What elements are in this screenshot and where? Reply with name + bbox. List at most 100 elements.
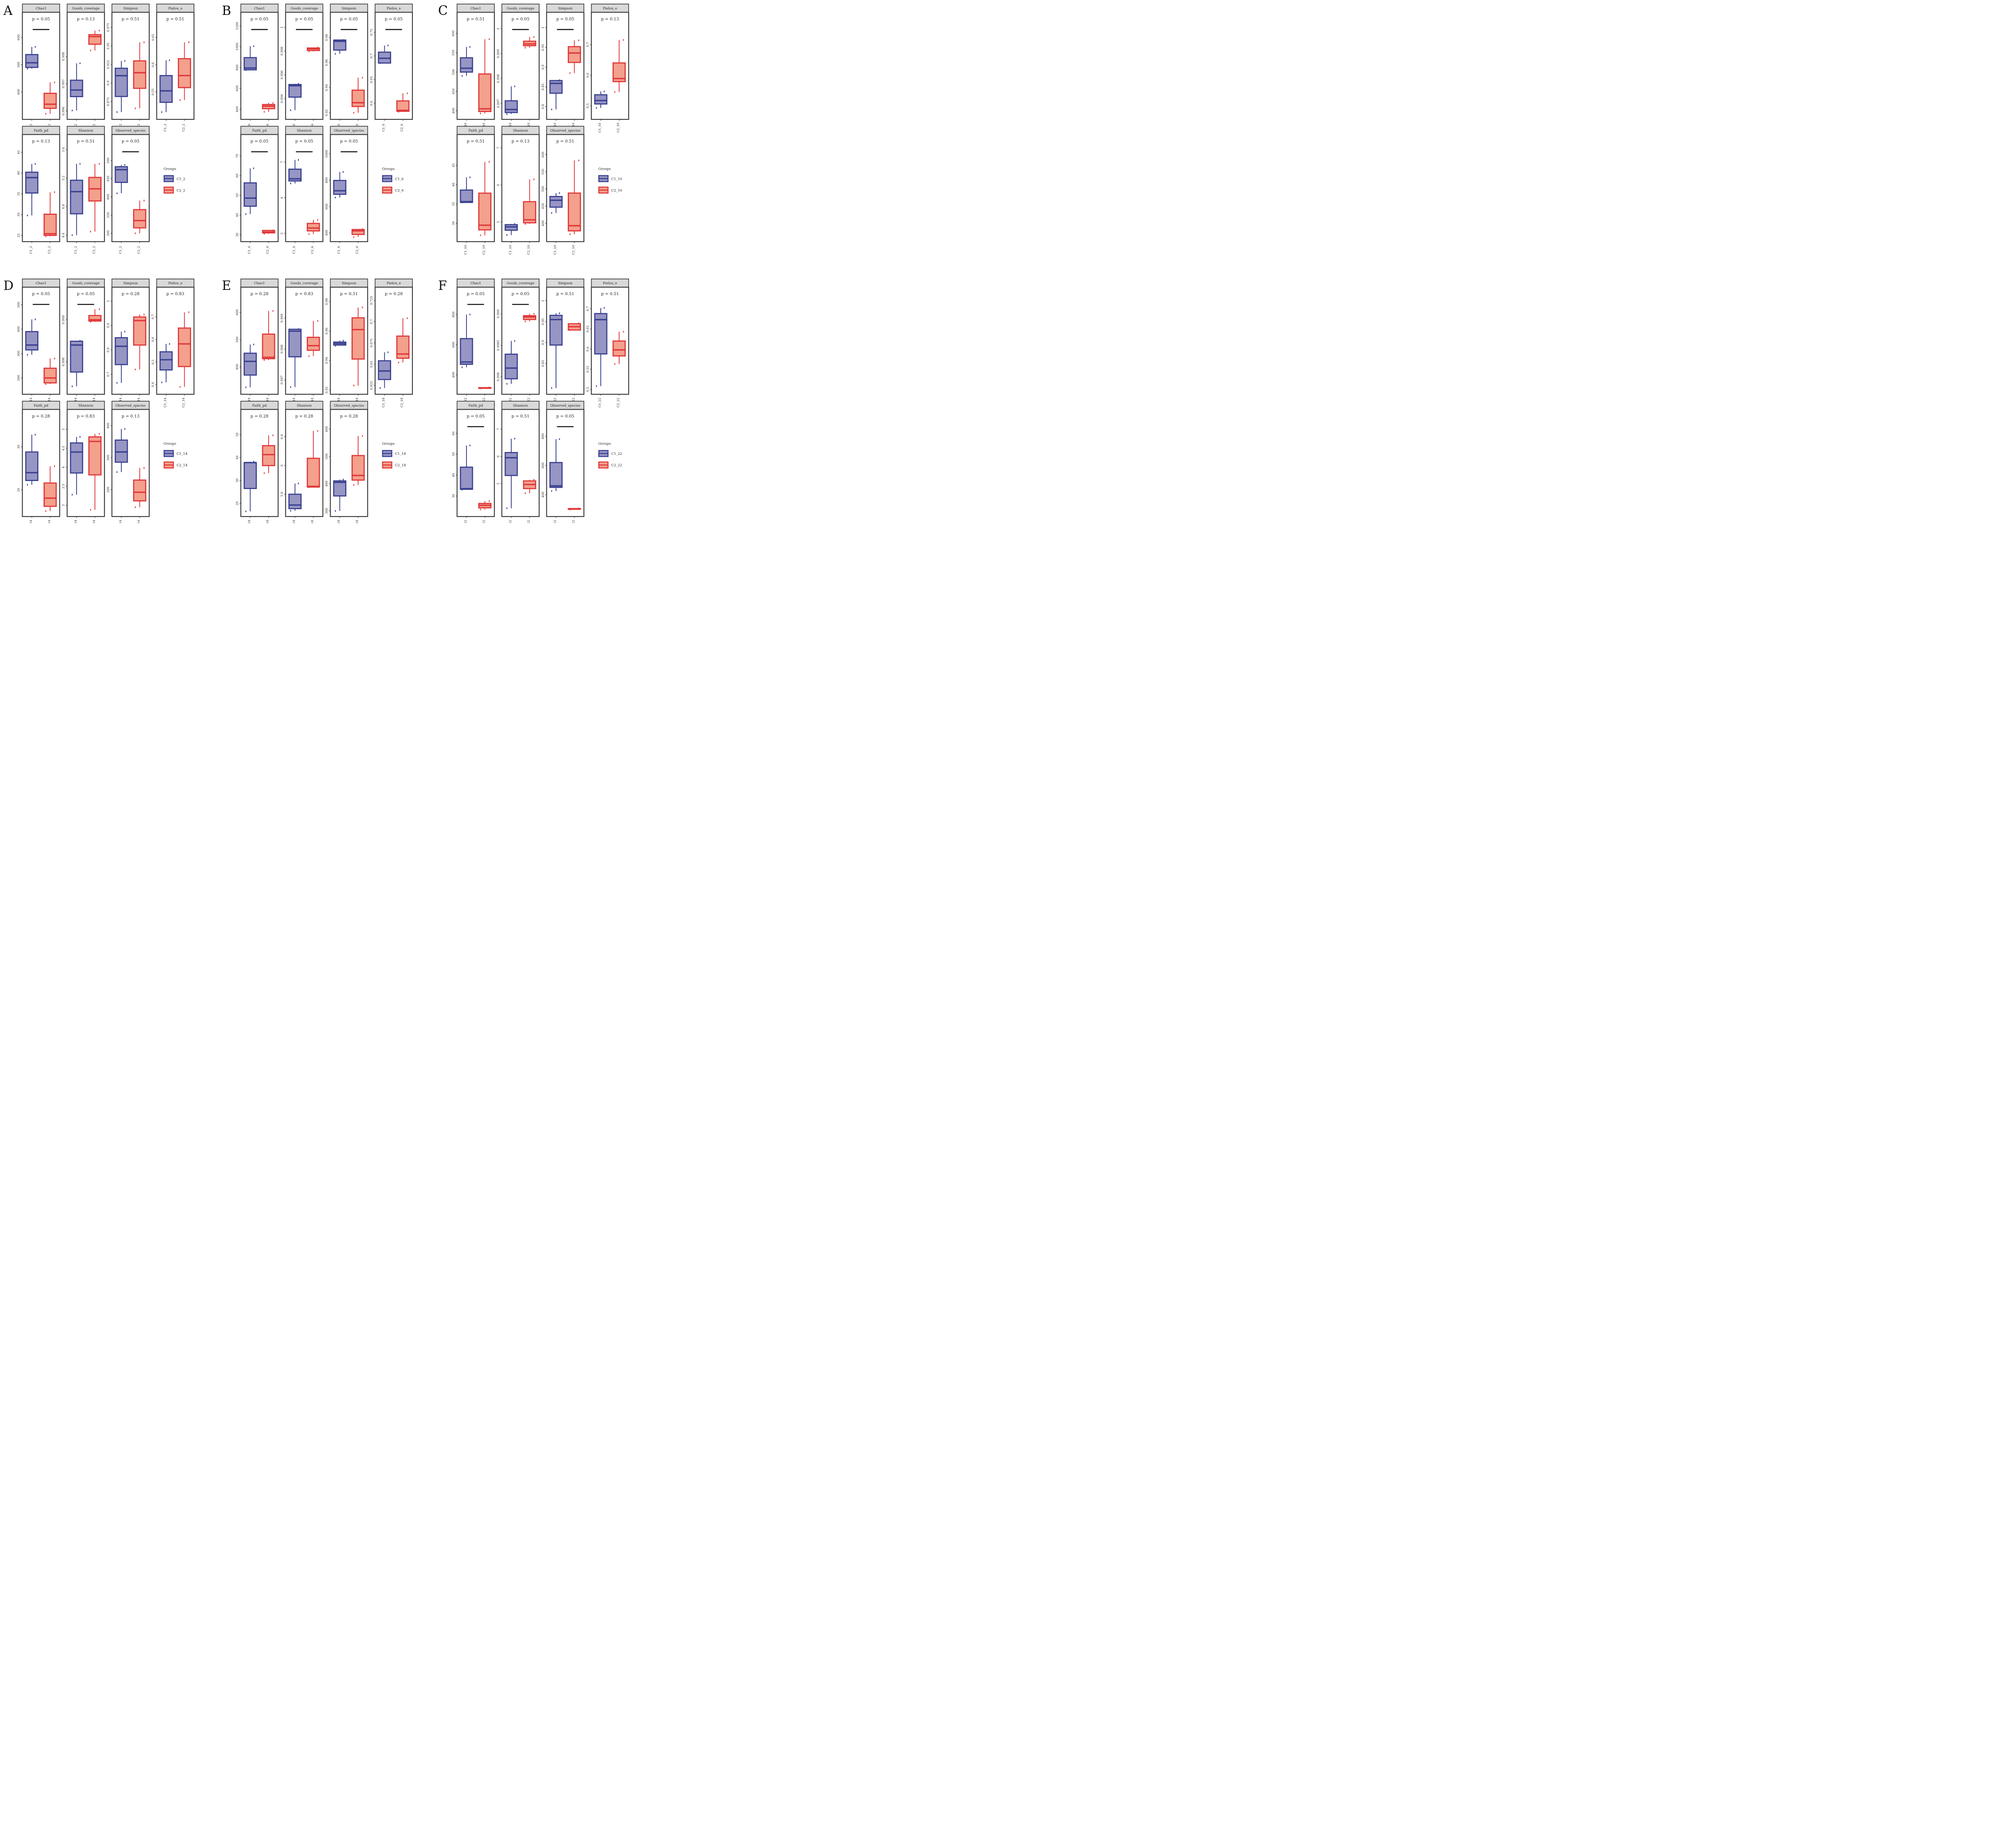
data-point bbox=[560, 319, 562, 321]
data-point bbox=[362, 77, 363, 79]
y-tick-label: 50 bbox=[235, 433, 239, 437]
y-tick-label: 5.6 bbox=[280, 492, 283, 497]
data-point bbox=[188, 41, 190, 43]
box-body bbox=[504, 452, 518, 476]
y-tick-label: 600 bbox=[17, 34, 21, 40]
y-tick-label: 0.65 bbox=[586, 325, 589, 332]
data-point bbox=[253, 461, 254, 463]
box-c1-10 bbox=[504, 85, 518, 115]
facet-faith-pd: Faith_pdp = 0.05 30 40 50 60 70 C1_6 C2_6 bbox=[235, 126, 279, 254]
facet-faith-pd: Faith_pdp = 0.13 25 30 35 40 45 C1_2 C2_2 bbox=[17, 126, 60, 254]
y-tick-label: 6 bbox=[280, 464, 283, 467]
x-tick-label: C1_10 bbox=[508, 245, 512, 254]
data-point bbox=[489, 224, 491, 226]
y-tick-label: 30 bbox=[17, 212, 21, 217]
box-body bbox=[25, 331, 39, 351]
y-tick-label: 0.85 bbox=[541, 83, 545, 90]
data-point bbox=[344, 481, 346, 483]
y-tick-label: 0.7 bbox=[106, 372, 110, 377]
data-point bbox=[126, 451, 127, 453]
y-tick-label: 0.999 bbox=[280, 314, 283, 323]
box-c2-6 bbox=[306, 219, 320, 235]
x-tick-label: C1_14 bbox=[163, 398, 167, 407]
data-point bbox=[308, 50, 310, 52]
data-point bbox=[525, 492, 526, 494]
box-body bbox=[70, 340, 83, 373]
x-tick-label: C2_10 bbox=[572, 245, 575, 254]
box-body bbox=[115, 67, 128, 97]
data-point bbox=[290, 386, 291, 388]
data-point bbox=[124, 428, 125, 430]
y-tick-label: 40 bbox=[235, 213, 239, 217]
box-c1-14 bbox=[70, 436, 83, 496]
p-value-label: p = 0.13 bbox=[122, 414, 140, 419]
data-point bbox=[79, 62, 81, 65]
data-point bbox=[99, 308, 100, 310]
data-point bbox=[362, 228, 363, 230]
x-tick-label: C1_10 bbox=[598, 123, 602, 132]
data-point bbox=[335, 53, 336, 55]
data-point bbox=[169, 343, 170, 345]
box-c2-14 bbox=[178, 311, 191, 388]
data-point bbox=[343, 39, 344, 41]
data-point bbox=[525, 223, 526, 225]
y-tick-label: 0.95 bbox=[541, 318, 545, 325]
box-c2-6 bbox=[351, 228, 365, 238]
x-tick-label: C1_18 bbox=[382, 398, 385, 407]
box-c1-14 bbox=[25, 434, 39, 486]
data-point bbox=[579, 52, 580, 54]
data-point bbox=[335, 510, 336, 512]
box-body bbox=[378, 51, 392, 64]
data-point bbox=[189, 75, 190, 77]
box-c1-10 bbox=[460, 176, 473, 204]
data-point bbox=[406, 92, 408, 94]
legend: Groups C1_18 C2_18 bbox=[382, 442, 406, 469]
box-c2-22 bbox=[612, 331, 626, 365]
y-tick-label: 35 bbox=[452, 202, 455, 206]
box-c2-2 bbox=[44, 81, 57, 115]
data-point bbox=[362, 435, 363, 437]
data-point bbox=[614, 91, 615, 93]
data-point bbox=[79, 163, 81, 165]
box-c2-14 bbox=[133, 467, 146, 508]
x-tick-label: C1_6 bbox=[382, 124, 385, 132]
data-point bbox=[469, 444, 471, 446]
box-body bbox=[460, 189, 473, 203]
box-body bbox=[612, 340, 626, 357]
data-point bbox=[534, 483, 535, 485]
box-body bbox=[288, 84, 302, 98]
y-tick-label: 4.8 bbox=[62, 204, 65, 209]
box-c2-6 bbox=[351, 77, 365, 114]
y-tick-label: 1200 bbox=[235, 22, 239, 30]
data-point bbox=[99, 163, 100, 165]
y-tick-label: 600 bbox=[325, 204, 328, 210]
p-value-label: p = 0.13 bbox=[32, 139, 50, 144]
data-point bbox=[353, 112, 354, 114]
data-point bbox=[335, 197, 336, 199]
y-tick-label: 800 bbox=[541, 433, 545, 439]
y-tick-label: 7 bbox=[496, 428, 500, 430]
data-point bbox=[54, 377, 56, 379]
box-c2-2 bbox=[44, 191, 57, 237]
box-body bbox=[44, 482, 57, 507]
y-tick-label: 500 bbox=[17, 302, 21, 308]
y-tick-label: 5 bbox=[280, 232, 283, 234]
facet-title: Faith_pd bbox=[469, 403, 483, 408]
data-point bbox=[362, 102, 364, 104]
facet-pielou-e: Pielou_ep = 0.13 0.5 0.6 0.7 C1_10 C2_10 bbox=[586, 4, 629, 133]
y-tick-label: 40 bbox=[17, 171, 21, 175]
data-point bbox=[253, 167, 254, 169]
y-tick-label: 500 bbox=[17, 62, 21, 68]
facet-faith-pd: Faith_pdp = 0.28 20 30 40 50 C1_18 C2_18 bbox=[235, 401, 279, 523]
box-body bbox=[44, 93, 57, 109]
p-value-label: p = 0.05 bbox=[295, 17, 313, 21]
box-body bbox=[460, 338, 473, 365]
data-point bbox=[559, 192, 560, 194]
box-c1-18 bbox=[333, 339, 347, 347]
facet-title: Faith_pd bbox=[34, 403, 49, 408]
